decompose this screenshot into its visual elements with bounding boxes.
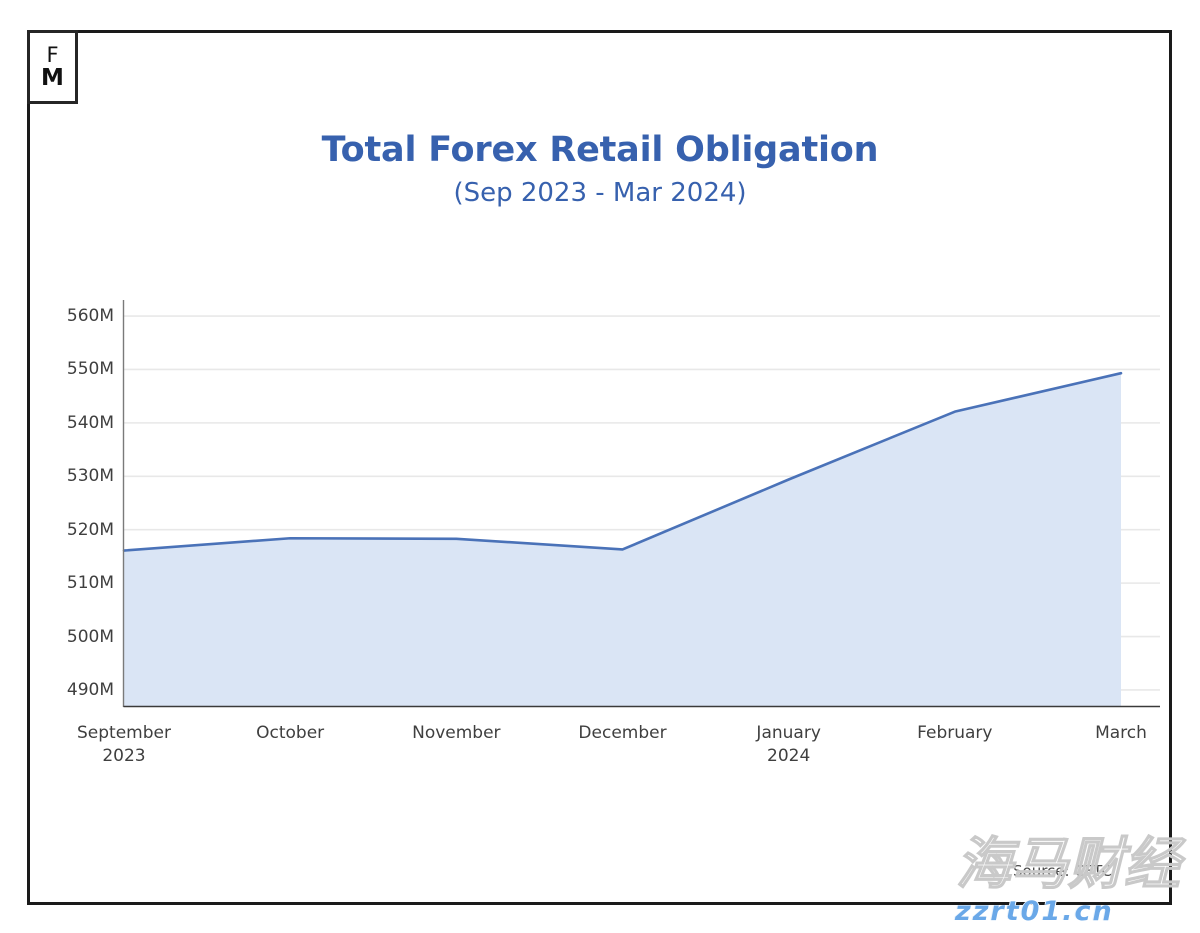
logo-letter-f: F [46, 43, 59, 67]
y-axis-tick-label: 520M [66, 519, 114, 540]
x-tick-month: March [1095, 723, 1147, 743]
y-axis-tick-label: 530M [66, 466, 114, 487]
x-tick-year: 2023 [102, 746, 146, 766]
chart-subtitle: (Sep 2023 - Mar 2024) [453, 178, 747, 208]
x-tick-month: January [756, 723, 821, 743]
y-axis-tick-label: 490M [66, 679, 114, 700]
x-tick-month: November [412, 723, 501, 743]
x-axis-tick-label: March [1095, 722, 1147, 745]
logo-letter-m: M [41, 65, 64, 91]
finance-magnates-logo: F M [27, 30, 78, 104]
y-axis-tick-label: 540M [66, 412, 114, 433]
chart-title: Total Forex Retail Obligation [321, 130, 879, 170]
series-area-total-forex-retail-obligation [122, 371, 1123, 706]
x-tick-month: October [256, 723, 325, 743]
source-attribution: Source: CFTC [1013, 862, 1112, 880]
y-axis-tick-labels: 490M 500M 510M 520M 530M 540M 550M 560M [14, 0, 114, 933]
y-axis-tick-label: 510M [66, 573, 114, 594]
x-tick-month: February [917, 723, 993, 743]
x-axis-tick-label: September 2023 [77, 722, 171, 768]
y-axis-tick-label: 500M [66, 626, 114, 647]
x-axis-tick-label: October [256, 722, 324, 745]
area-fill [124, 373, 1121, 706]
x-axis-tick-label: February [917, 722, 992, 745]
x-axis-tick-label: January 2024 [756, 722, 820, 768]
y-axis-tick-label: 550M [66, 359, 114, 380]
x-tick-year: 2024 [767, 746, 811, 766]
x-tick-month: December [578, 723, 667, 743]
x-axis-tick-label: November [412, 722, 500, 745]
series-line [122, 371, 1123, 552]
y-axis-tick-label: 560M [66, 306, 114, 327]
x-tick-month: September [77, 723, 171, 743]
x-axis-tick-label: December [578, 722, 666, 745]
title-block: Total Forex Retail Obligation (Sep 2023 … [0, 128, 1200, 212]
